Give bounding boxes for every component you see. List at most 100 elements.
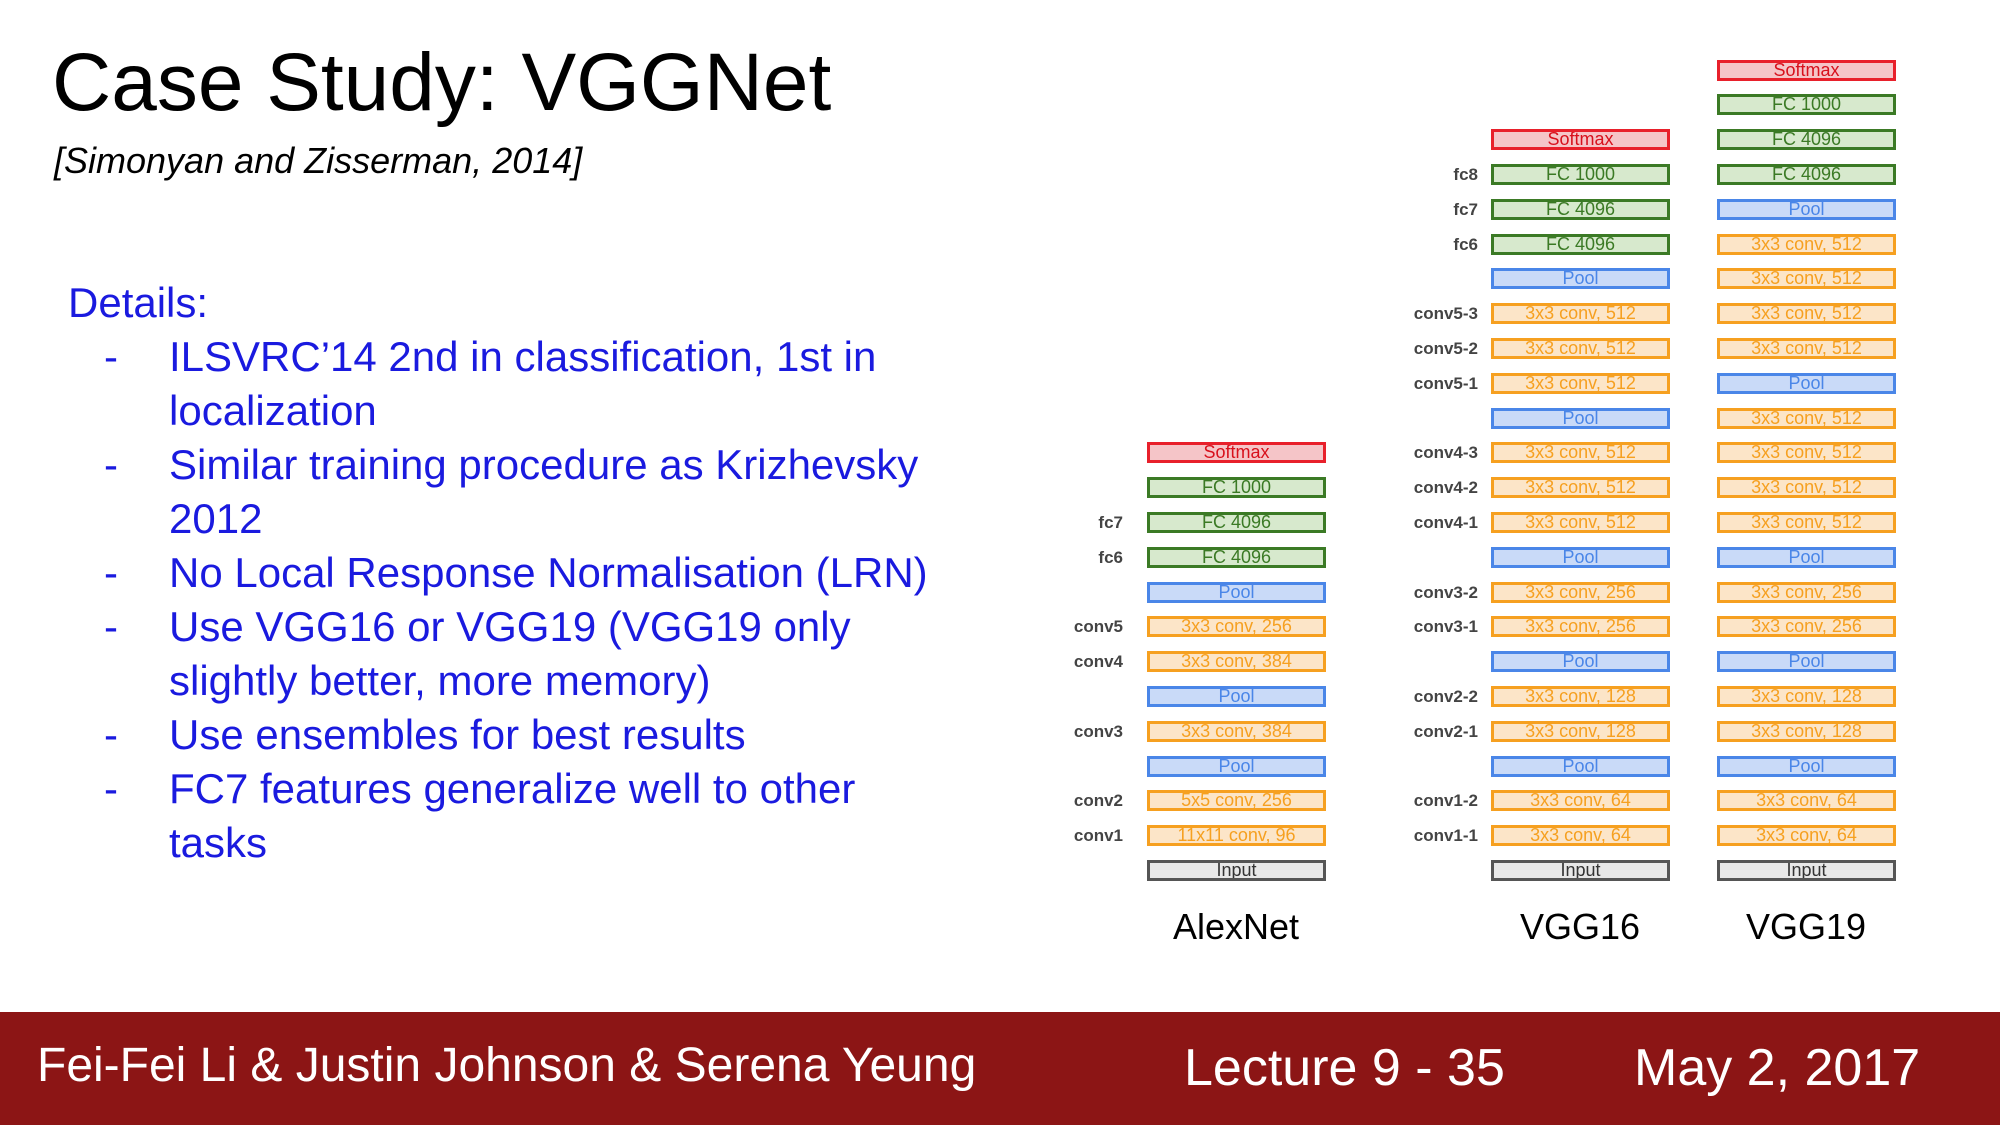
conv-layer: 3x3 conv, 512 xyxy=(1717,477,1896,499)
softmax-layer: Softmax xyxy=(1717,59,1896,81)
conv-layer: 11x11 conv, 96 xyxy=(1147,825,1326,847)
footer-authors: Fei-Fei Li & Justin Johnson & Serena Yeu… xyxy=(37,1039,977,1092)
fc-layer: FC 4096 xyxy=(1491,198,1670,220)
conv-layer: 3x3 conv, 512 xyxy=(1717,233,1896,255)
details-item-text: Use ensembles for best results xyxy=(169,711,746,758)
pool-layer: Pool xyxy=(1491,268,1670,290)
footer-bar: Fei-Fei Li & Justin Johnson & Serena Yeu… xyxy=(0,1012,2000,1125)
layer-side-label: conv3-2 xyxy=(1413,582,1478,602)
citation: [Simonyan and Zisserman, 2014] xyxy=(54,140,583,181)
slide-title: Case Study: VGGNet xyxy=(52,37,832,128)
footer-date: May 2, 2017 xyxy=(1634,1039,1921,1097)
layer-side-label: conv1 xyxy=(1073,826,1123,846)
details-item-text: Similar training procedure as Krizhevsky xyxy=(169,441,919,488)
conv-layer: 3x3 conv, 512 xyxy=(1717,268,1896,290)
details-item-text: No Local Response Normalisation (LRN) xyxy=(169,549,928,596)
bullet-dash: - xyxy=(104,603,118,650)
conv-layer: 3x3 conv, 512 xyxy=(1491,477,1670,499)
conv-layer: 3x3 conv, 256 xyxy=(1717,581,1896,603)
fc-layer: FC 1000 xyxy=(1491,164,1670,185)
conv-layer: 3x3 conv, 128 xyxy=(1491,720,1670,742)
bullet-dash: - xyxy=(104,711,118,758)
details-item: - ILSVRC’14 2nd in classification, 1st in… xyxy=(68,330,1018,438)
conv-layer: 3x3 conv, 64 xyxy=(1491,825,1670,847)
conv-layer: 3x3 conv, 512 xyxy=(1491,372,1670,394)
layer-side-label: conv1-2 xyxy=(1413,791,1478,811)
details-item-text: Use VGG16 or VGG19 (VGG19 only xyxy=(169,603,851,650)
fc-layer: FC 4096 xyxy=(1491,233,1670,255)
conv-layer: 3x3 conv, 512 xyxy=(1717,303,1896,325)
layer-side-label: fc6 xyxy=(1098,547,1123,567)
network-name-label: VGG19 xyxy=(1745,906,1867,947)
conv-layer: 3x3 conv, 512 xyxy=(1717,512,1896,533)
layer-side-label: conv3 xyxy=(1073,721,1123,741)
conv-layer: 3x3 conv, 64 xyxy=(1717,790,1896,812)
pool-layer: Pool xyxy=(1491,651,1670,673)
conv-layer: 3x3 conv, 512 xyxy=(1491,303,1670,325)
details-item: - Use VGG16 or VGG19 (VGG19 only slightly … xyxy=(68,600,1018,708)
details-item: - FC7 features generalize well to other ta… xyxy=(68,762,1018,870)
pool-layer: Pool xyxy=(1491,755,1670,777)
fc-layer: FC 4096 xyxy=(1717,164,1896,185)
bullet-dash: - xyxy=(104,549,118,596)
network-name-label: AlexNet xyxy=(1172,906,1300,947)
conv-layer: 3x3 conv, 64 xyxy=(1717,825,1896,847)
details-item-text: 2012 xyxy=(169,495,263,542)
layer-side-label: conv2 xyxy=(1073,791,1123,811)
layer-side-label: fc7 xyxy=(1098,513,1123,532)
layer-side-label: conv5-1 xyxy=(1413,373,1478,393)
conv-layer: 3x3 conv, 512 xyxy=(1717,338,1896,359)
layer-side-label: conv4 xyxy=(1073,652,1123,672)
conv-layer: 5x5 conv, 256 xyxy=(1147,790,1326,812)
layer-side-label: conv2-2 xyxy=(1413,687,1478,706)
fc-layer: FC 1000 xyxy=(1147,477,1326,499)
bullet-dash: - xyxy=(104,441,118,488)
layer-side-label: conv5 xyxy=(1073,617,1123,637)
layer-side-label: conv4-3 xyxy=(1413,443,1478,463)
conv-layer: 3x3 conv, 512 xyxy=(1491,512,1670,533)
input-layer: Input xyxy=(1147,860,1326,881)
details-item-text: slightly better, more memory) xyxy=(169,657,711,704)
input-layer: Input xyxy=(1491,860,1670,881)
pool-layer: Pool xyxy=(1717,546,1896,568)
pool-layer: Pool xyxy=(1491,407,1670,429)
layer-side-label: conv5-2 xyxy=(1413,339,1478,358)
layer-side-label: fc7 xyxy=(1453,199,1478,219)
conv-layer: 3x3 conv, 256 xyxy=(1717,616,1896,638)
fc-layer: FC 4096 xyxy=(1147,512,1326,533)
conv-layer: 3x3 conv, 128 xyxy=(1717,686,1896,707)
conv-layer: 3x3 conv, 512 xyxy=(1491,338,1670,359)
details-item-text: tasks xyxy=(169,819,268,866)
details-item-text: ILSVRC’14 2nd in classification, 1st in xyxy=(169,333,877,380)
pool-layer: Pool xyxy=(1717,651,1896,673)
layer-side-label: conv4-1 xyxy=(1413,513,1478,532)
conv-layer: 3x3 conv, 512 xyxy=(1717,407,1896,429)
footer-lecture: Lecture 9 - 35 xyxy=(1184,1039,1505,1097)
pool-layer: Pool xyxy=(1717,198,1896,220)
softmax-layer: Softmax xyxy=(1147,442,1326,464)
layer-side-label: conv4-2 xyxy=(1413,478,1478,498)
softmax-layer: Softmax xyxy=(1491,129,1670,151)
conv-layer: 3x3 conv, 256 xyxy=(1491,616,1670,638)
conv-layer: 3x3 conv, 128 xyxy=(1717,720,1896,742)
conv-layer: 3x3 conv, 384 xyxy=(1147,651,1326,673)
layer-side-label: conv2-1 xyxy=(1413,721,1478,741)
layer-side-label: fc8 xyxy=(1453,165,1478,184)
conv-layer: 3x3 conv, 256 xyxy=(1147,616,1326,638)
pool-layer: Pool xyxy=(1717,372,1896,394)
pool-layer: Pool xyxy=(1147,686,1326,707)
fc-layer: FC 4096 xyxy=(1147,546,1326,568)
layer-side-label: fc6 xyxy=(1453,234,1478,254)
pool-layer: Pool xyxy=(1717,755,1896,777)
details-heading: Details: xyxy=(68,279,209,326)
details-item: - Use ensembles for best results xyxy=(68,708,1018,762)
pool-layer: Pool xyxy=(1491,546,1670,568)
details-item-text: FC7 features generalize well to other xyxy=(169,765,856,812)
bullet-dash: - xyxy=(104,765,118,812)
fc-layer: FC 4096 xyxy=(1717,129,1896,151)
bullet-dash: - xyxy=(104,333,118,380)
conv-layer: 3x3 conv, 512 xyxy=(1491,442,1670,464)
details-item: - No Local Response Normalisation (LRN) xyxy=(68,546,1018,600)
conv-layer: 3x3 conv, 384 xyxy=(1147,720,1326,742)
details-list: - ILSVRC’14 2nd in classification, 1st in… xyxy=(68,330,1018,870)
